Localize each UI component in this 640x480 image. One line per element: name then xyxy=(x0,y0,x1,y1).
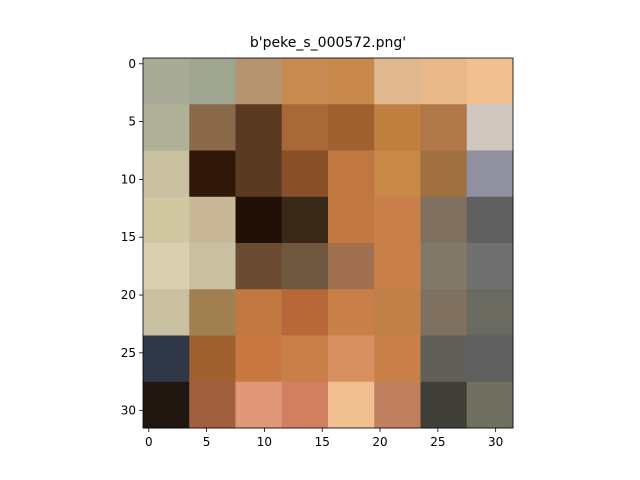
image-block xyxy=(420,289,468,336)
x-tick-label: 25 xyxy=(430,435,445,449)
image-block xyxy=(374,196,421,244)
image-block xyxy=(466,381,514,429)
image-block xyxy=(235,381,283,429)
image-block xyxy=(328,289,375,336)
y-tick-label: 0 xyxy=(128,57,136,71)
image-block xyxy=(466,196,514,244)
image-block xyxy=(420,381,468,429)
image-block xyxy=(281,104,329,151)
image-block xyxy=(420,196,468,244)
x-tick-label: 20 xyxy=(372,435,387,449)
image-block xyxy=(420,58,468,105)
image-block xyxy=(281,381,329,429)
y-tick-label: 30 xyxy=(121,404,136,418)
x-tick-label: 5 xyxy=(203,435,211,449)
image-block xyxy=(466,289,514,336)
x-tick-label: 15 xyxy=(315,435,330,449)
image-block xyxy=(374,243,421,290)
image-block xyxy=(235,150,283,198)
image-block xyxy=(281,196,329,244)
y-tick-label: 15 xyxy=(121,230,136,244)
image-block xyxy=(420,104,468,151)
image-block xyxy=(420,243,468,290)
image-block xyxy=(235,335,283,383)
image-block xyxy=(281,335,329,383)
image-block xyxy=(143,104,190,151)
image-block xyxy=(374,150,421,198)
x-tick-label: 10 xyxy=(257,435,272,449)
image-block xyxy=(189,196,236,244)
image-block xyxy=(281,58,329,105)
image-block xyxy=(374,335,421,383)
image-block xyxy=(374,381,421,429)
y-tick-label: 25 xyxy=(121,346,136,360)
image-block xyxy=(281,289,329,336)
image-title: b'peke_s_000572.png' xyxy=(250,35,406,51)
image-block xyxy=(143,289,190,336)
image-block xyxy=(420,150,468,198)
image-block xyxy=(143,381,190,429)
axes-frame xyxy=(142,57,514,429)
image-block xyxy=(466,150,514,198)
image-block xyxy=(189,381,236,429)
image-block xyxy=(281,150,329,198)
image-block xyxy=(328,196,375,244)
image-block xyxy=(328,381,375,429)
image-block xyxy=(328,58,375,105)
y-tick-label: 20 xyxy=(121,288,136,302)
image-block xyxy=(374,289,421,336)
image-block xyxy=(189,243,236,290)
image-block xyxy=(235,243,283,290)
image-block xyxy=(328,104,375,151)
image-block xyxy=(143,150,190,198)
image-block xyxy=(235,58,283,105)
image-block xyxy=(466,104,514,151)
image-block xyxy=(189,335,236,383)
image xyxy=(143,58,514,429)
image-block xyxy=(143,243,190,290)
x-tick-label: 30 xyxy=(488,435,503,449)
image-block xyxy=(420,335,468,383)
image-block xyxy=(189,104,236,151)
image-block xyxy=(374,58,421,105)
x-tick-label: 0 xyxy=(145,435,153,449)
image-block xyxy=(466,58,514,105)
image-block xyxy=(143,58,190,105)
image-block xyxy=(235,196,283,244)
image-block xyxy=(328,335,375,383)
image-block xyxy=(189,150,236,198)
image-block xyxy=(281,243,329,290)
image-block xyxy=(328,150,375,198)
image-block xyxy=(328,243,375,290)
y-tick-label: 5 xyxy=(128,115,136,129)
image-block xyxy=(235,104,283,151)
image-block xyxy=(466,243,514,290)
image-block xyxy=(189,289,236,336)
image-block xyxy=(143,196,190,244)
image-block xyxy=(235,289,283,336)
image-block xyxy=(143,335,190,383)
image-block xyxy=(466,335,514,383)
image-block xyxy=(189,58,236,105)
y-tick-label: 10 xyxy=(121,172,136,186)
image-block xyxy=(374,104,421,151)
